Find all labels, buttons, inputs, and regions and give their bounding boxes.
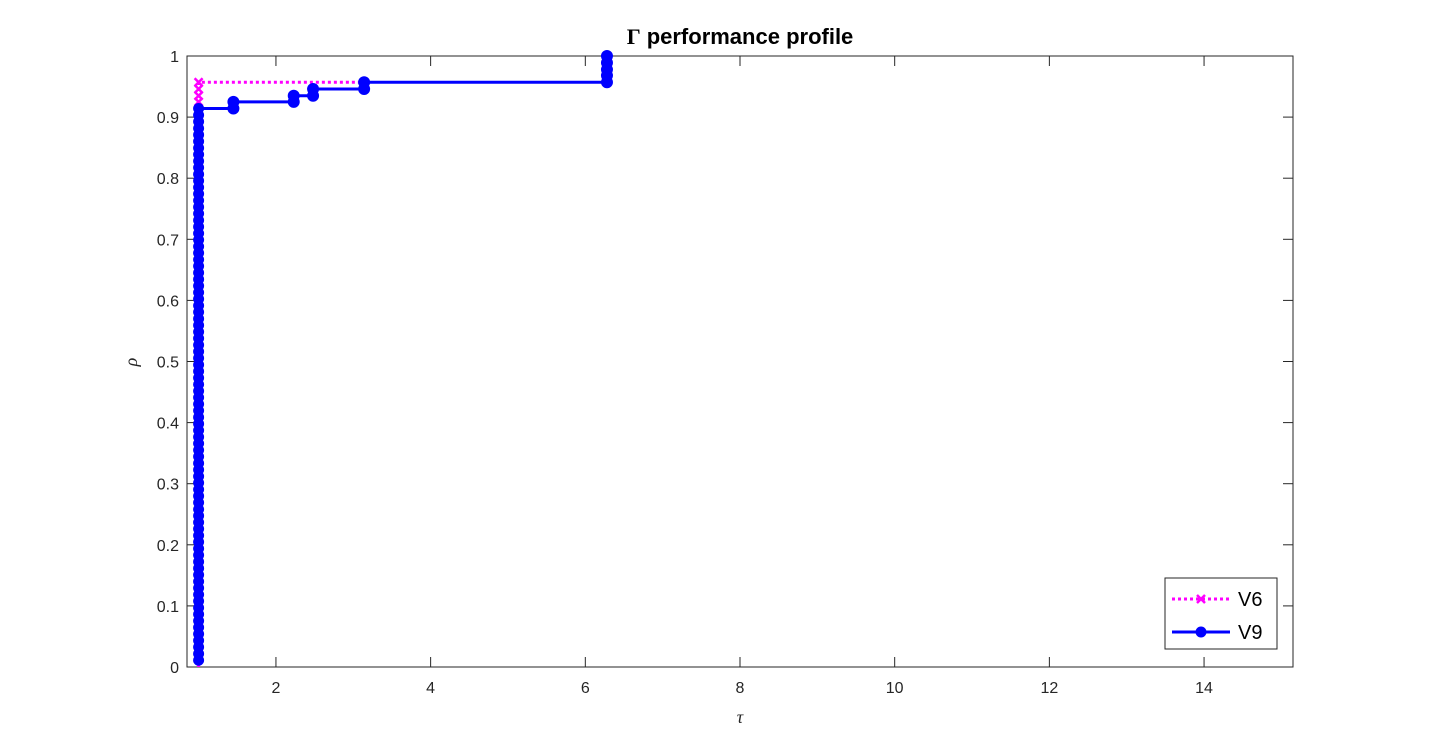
y-tick-label: 0 — [170, 660, 179, 677]
legend-box — [1164, 577, 1278, 650]
y-tick-label: 1 — [170, 49, 179, 66]
legend-marker — [1196, 594, 1206, 604]
y-axis-label: ρ — [121, 357, 141, 367]
x-tick-label: 2 — [271, 680, 280, 697]
plot-area — [186, 55, 1294, 668]
data-point — [193, 77, 204, 88]
data-point — [600, 50, 613, 62]
data-point — [193, 103, 205, 115]
x-axis-label: τ — [737, 707, 744, 727]
x-tick-label: 10 — [886, 680, 904, 697]
y-tick-label: 0.5 — [157, 355, 179, 372]
legend-label: V9 — [1238, 622, 1262, 644]
data-point — [358, 76, 371, 89]
legend-label: V6 — [1238, 589, 1262, 611]
title-symbol: Γ — [627, 24, 641, 49]
x-tick-label: 14 — [1195, 680, 1213, 697]
legend-item-v6: V6 — [1172, 589, 1262, 611]
y-tick-label: 0.8 — [157, 171, 179, 188]
x-tick-label: 8 — [736, 680, 745, 697]
legend-marker — [1195, 626, 1207, 638]
series-v9 — [193, 50, 613, 666]
y-tick-label: 0.3 — [157, 477, 179, 494]
y-axis-ticks: 0 0.1 0.2 0.3 0.4 0.5 0.6 0.7 0.8 0.9 1 — [157, 49, 1293, 677]
data-point — [307, 82, 320, 95]
legend-item-v9: V9 — [1172, 622, 1262, 644]
x-axis-ticks: 2 4 6 8 10 12 14 — [271, 56, 1213, 697]
title-text: performance profile — [647, 24, 854, 49]
legend: V6 V9 — [1164, 577, 1278, 650]
x-tick-label: 6 — [581, 680, 590, 697]
data-point — [287, 89, 300, 102]
x-tick-label: 12 — [1040, 680, 1058, 697]
y-tick-label: 0.7 — [157, 232, 179, 249]
data-point — [227, 95, 240, 108]
y-tick-label: 0.9 — [157, 110, 179, 127]
y-tick-label: 0.6 — [157, 293, 179, 310]
y-tick-label: 0.4 — [157, 416, 179, 433]
series-layer — [193, 50, 613, 667]
y-tick-label: 0.1 — [157, 599, 179, 616]
x-tick-label: 4 — [426, 680, 435, 697]
y-tick-label: 0.2 — [157, 538, 179, 555]
